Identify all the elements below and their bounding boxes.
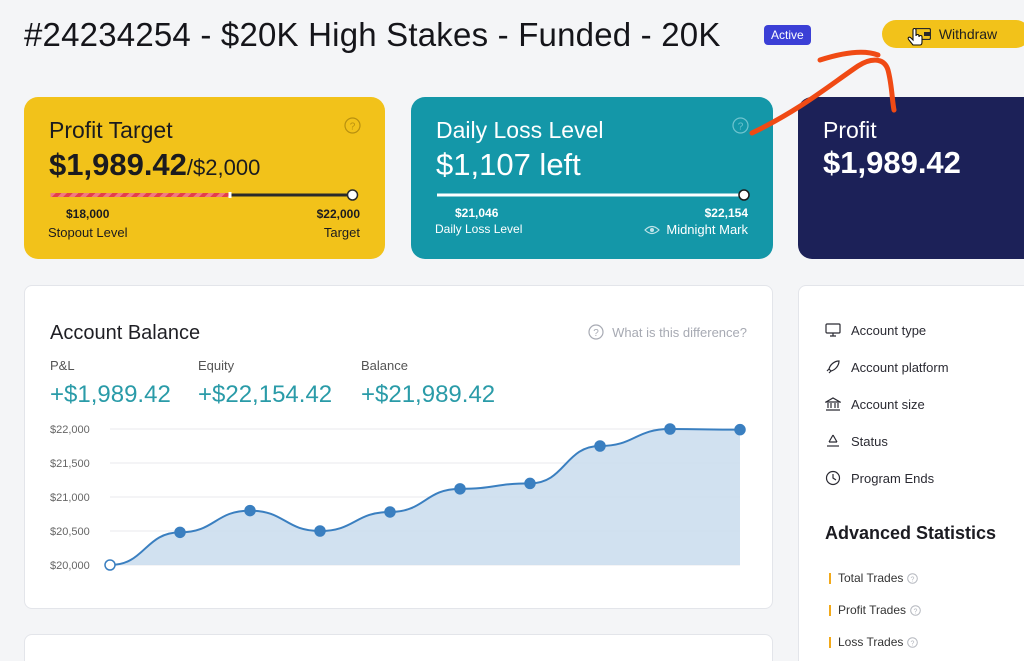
stat-account-type: Account type: [825, 322, 926, 338]
profit-target-amount: $1,989.42: [49, 147, 187, 182]
metric-label: P&L: [50, 358, 75, 373]
profit-target-progress-bar: [50, 189, 359, 201]
bank-icon: [825, 397, 841, 411]
accent-bar: [829, 604, 831, 616]
metric-value: +$21,989.42: [361, 381, 496, 408]
stat-status: Status: [825, 433, 888, 449]
bottom-panel: [24, 634, 773, 661]
daily-loss-level-value: $21,046: [455, 206, 499, 220]
help-icon[interactable]: ?: [907, 636, 919, 648]
y-tick-label: $21,500: [50, 458, 90, 470]
data-point: [244, 504, 256, 517]
y-tick-label: $22,000: [50, 424, 90, 436]
data-point: [314, 525, 326, 537]
stat-program-ends: Program Ends: [825, 470, 934, 486]
balance-help-text: What is this difference?: [612, 324, 747, 340]
metric-equity: Equity +$22,154.42: [198, 358, 332, 409]
stat-label: Account platform: [851, 359, 949, 375]
stat-label: Account size: [851, 396, 925, 412]
metric-label: Equity: [198, 358, 235, 373]
svg-text:?: ?: [911, 576, 915, 583]
recycle-icon: [827, 434, 839, 447]
y-tick-label: $20,000: [50, 560, 90, 572]
data-point: [734, 423, 746, 436]
metric-pnl: P&L +$1,989.42: [50, 358, 171, 409]
profit-title: Profit: [823, 117, 877, 143]
stat-label: Status: [851, 433, 888, 449]
svg-text:?: ?: [911, 640, 915, 647]
balance-chart: $20,000 $20,500 $21,000 $21,500 $22,000: [50, 423, 746, 572]
data-point: [524, 477, 536, 490]
advanced-statistics-title: Advanced Statistics: [825, 523, 997, 543]
data-point: [104, 559, 116, 571]
profit-card: Profit $1,989.42: [798, 97, 1024, 259]
data-point: [174, 526, 186, 539]
help-icon[interactable]: ?: [732, 117, 749, 134]
stat-label: Program Ends: [851, 470, 935, 486]
profit-target-goal: /$2,000: [186, 155, 261, 180]
data-point: [454, 483, 466, 495]
stat-account-platform: Account platform: [825, 359, 949, 375]
daily-loss-card: Daily Loss Level ? $1,107 left $21,046 D…: [411, 97, 773, 259]
svg-text:?: ?: [350, 122, 356, 133]
profit-target-title: Profit Target: [49, 117, 173, 143]
profit-target-card: Profit Target ? $1,989.42/$2,000 $18,000…: [24, 97, 385, 259]
adv-total-trades: Total Trades ?: [829, 571, 919, 585]
metric-balance: Balance +$21,989.42: [361, 358, 495, 409]
adv-label: Profit Trades: [838, 603, 907, 617]
daily-loss-title: Daily Loss Level: [436, 117, 604, 143]
adv-profit-trades: Profit Trades ?: [829, 603, 921, 617]
page-title: #24234254 - $20K High Stakes - Funded - …: [24, 16, 721, 53]
clock-icon: [825, 470, 841, 486]
daily-loss-progress-bar: [437, 189, 750, 201]
y-tick-label: $20,500: [50, 526, 90, 538]
svg-text:?: ?: [593, 328, 599, 339]
accent-bar: [829, 636, 831, 648]
data-point: [594, 440, 606, 452]
rocket-icon: [826, 360, 840, 374]
monitor-icon: [825, 323, 841, 337]
chart-area: [110, 429, 740, 565]
y-tick-label: $21,000: [50, 492, 90, 504]
accent-bar: [829, 572, 831, 584]
metric-label: Balance: [361, 358, 408, 373]
chart-line: [109, 427, 741, 566]
adv-label: Loss Trades: [838, 635, 904, 649]
metric-value: +$1,989.42: [50, 381, 171, 408]
adv-label: Total Trades: [838, 571, 904, 585]
daily-loss-value: $1,107 left: [436, 147, 581, 182]
withdraw-label: Withdraw: [938, 26, 998, 42]
eye-icon: [644, 225, 661, 234]
profit-value: $1,989.42: [823, 145, 961, 180]
stat-account-size: Account size: [825, 396, 925, 412]
svg-text:?: ?: [914, 608, 918, 615]
svg-text:?: ?: [738, 122, 744, 133]
adv-loss-trades: Loss Trades ?: [829, 635, 919, 649]
profit-target-value: $1,989.42/$2,000: [49, 147, 260, 183]
daily-loss-level-label: Daily Loss Level: [435, 222, 523, 236]
data-point: [664, 423, 676, 435]
help-icon: ?: [588, 324, 604, 340]
withdraw-button[interactable]: Withdraw: [882, 20, 1024, 48]
account-details-panel: Account type Account platform Account si…: [798, 285, 1024, 661]
balance-help-link[interactable]: ? What is this difference?: [588, 324, 747, 340]
account-balance-title: Account Balance: [50, 322, 201, 344]
midnight-mark-value: $22,154: [704, 206, 748, 220]
midnight-mark: Midnight Mark: [644, 222, 748, 237]
status-badge: Active: [764, 25, 811, 45]
metric-value: +$22,154.42: [198, 381, 333, 408]
target-value: $22,000: [316, 207, 360, 221]
account-balance-panel: Account Balance ? What is this differenc…: [24, 285, 773, 609]
target-label: Target: [323, 225, 360, 240]
page-header: #24234254 - $20K High Stakes - Funded - …: [24, 14, 1024, 60]
data-point: [384, 506, 396, 518]
stopout-label: Stopout Level: [48, 225, 128, 240]
help-icon[interactable]: ?: [910, 604, 921, 616]
midnight-mark-label: Midnight Mark: [666, 222, 748, 237]
stopout-value: $18,000: [66, 207, 110, 221]
help-icon[interactable]: ?: [907, 572, 919, 584]
stat-label: Account type: [851, 322, 927, 338]
wallet-icon: [914, 28, 931, 40]
help-icon[interactable]: ?: [344, 117, 361, 134]
